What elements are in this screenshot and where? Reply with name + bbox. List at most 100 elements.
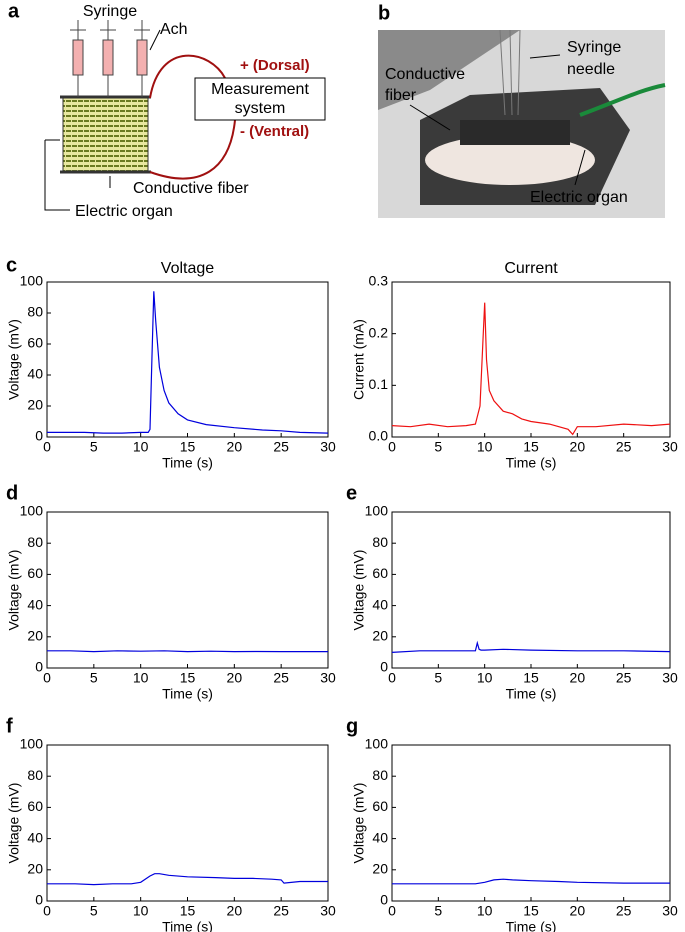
- plot-frame: [46, 281, 329, 438]
- photo-label: needle: [567, 61, 615, 78]
- y-tick-label: 20: [372, 628, 388, 644]
- photo-organ: [425, 135, 595, 185]
- plot-frame: [391, 281, 671, 438]
- y-axis-label: Current (mA): [351, 319, 367, 400]
- x-tick-label: 10: [477, 903, 493, 919]
- x-tick-label: 10: [133, 439, 149, 455]
- y-tick-label: 60: [372, 565, 388, 581]
- x-tick-label: 15: [180, 439, 196, 455]
- data-line: [391, 640, 671, 653]
- x-axis-label: Time (s): [506, 919, 557, 932]
- y-tick-label: 40: [27, 829, 43, 845]
- y-tick-label: 0.1: [369, 376, 389, 392]
- panel-label: c: [6, 254, 17, 276]
- y-tick-label: 100: [20, 503, 44, 519]
- y-tick-label: 20: [27, 861, 43, 877]
- panel-label: d: [6, 482, 18, 504]
- x-tick-label: 25: [273, 670, 289, 686]
- y-tick-label: 100: [365, 503, 389, 519]
- photo: Syringe needle Conductive fiber Electric…: [378, 29, 666, 218]
- photo-label: Conductive: [385, 66, 465, 83]
- chart-title: Current: [504, 260, 558, 277]
- plot-frame: [46, 511, 329, 669]
- x-tick-label: 20: [227, 903, 243, 919]
- box-label: Measurement: [211, 81, 309, 98]
- x-tick-label: 25: [616, 670, 632, 686]
- x-tick-label: 20: [570, 670, 586, 686]
- x-tick-label: 5: [434, 670, 442, 686]
- x-tick-label: 25: [616, 903, 632, 919]
- y-tick-label: 100: [365, 736, 389, 752]
- organ-label: Electric organ: [75, 203, 173, 220]
- electric-organ-block: [62, 96, 149, 173]
- x-tick-label: 30: [662, 670, 678, 686]
- y-tick-label: 60: [27, 798, 43, 814]
- x-tick-label: 0: [43, 439, 51, 455]
- x-tick-label: 15: [523, 670, 539, 686]
- x-tick-label: 15: [180, 903, 196, 919]
- x-tick-label: 10: [477, 670, 493, 686]
- y-tick-label: 0.3: [369, 273, 389, 289]
- data-line: [47, 291, 329, 434]
- y-tick-label: 60: [27, 565, 43, 581]
- measurement-box: [194, 77, 326, 121]
- y-tick-label: 40: [372, 829, 388, 845]
- photo-label: Electric organ: [530, 189, 628, 206]
- x-axis-label: Time (s): [162, 455, 213, 471]
- x-tick-label: 20: [227, 439, 243, 455]
- y-tick-label: 20: [27, 628, 43, 644]
- x-tick-label: 15: [523, 903, 539, 919]
- data-line: [47, 650, 328, 653]
- y-tick-label: 60: [27, 335, 43, 351]
- x-tick-label: 10: [133, 670, 149, 686]
- y-tick-label: 80: [27, 534, 43, 550]
- box-label: system: [235, 100, 286, 117]
- y-tick-label: 0: [35, 428, 43, 444]
- panel-label: f: [6, 715, 13, 737]
- y-axis-label: Voltage (mV): [6, 550, 22, 631]
- syringe-label: Syringe: [83, 3, 137, 20]
- x-tick-label: 0: [388, 439, 396, 455]
- syringes: [70, 20, 150, 97]
- y-tick-label: 20: [27, 397, 43, 413]
- x-tick-label: 20: [570, 439, 586, 455]
- ventral-wire: [149, 119, 236, 180]
- y-tick-label: 100: [20, 273, 44, 289]
- panel-label: g: [346, 715, 358, 737]
- y-tick-label: 0: [380, 659, 388, 675]
- x-tick-label: 15: [180, 670, 196, 686]
- x-axis-label: Time (s): [506, 455, 557, 471]
- x-tick-label: 20: [227, 670, 243, 686]
- y-axis-label: Voltage (mV): [351, 550, 367, 631]
- y-tick-label: 100: [20, 736, 44, 752]
- x-tick-label: 0: [388, 670, 396, 686]
- x-tick-label: 5: [434, 903, 442, 919]
- photo-pointers: [409, 54, 586, 186]
- x-tick-label: 30: [320, 439, 336, 455]
- photo-electrode: [460, 120, 570, 145]
- data-line: [392, 878, 670, 885]
- pointer-lines: [44, 29, 161, 211]
- photo-clip-wire: [579, 83, 666, 117]
- panel-label: a: [8, 0, 20, 22]
- plot-frame: [46, 744, 329, 902]
- plot-frame: [391, 744, 671, 902]
- y-tick-label: 60: [372, 798, 388, 814]
- y-tick-label: 40: [372, 596, 388, 612]
- x-tick-label: 0: [43, 670, 51, 686]
- dorsal-wire: [149, 54, 226, 99]
- x-tick-label: 15: [523, 439, 539, 455]
- photo-needles: [499, 29, 521, 116]
- x-axis-label: Time (s): [162, 686, 213, 702]
- x-tick-label: 30: [320, 670, 336, 686]
- plot-frame: [391, 511, 671, 669]
- y-tick-label: 80: [27, 304, 43, 320]
- ventral-label: - (Ventral): [240, 123, 309, 140]
- panel-label: b: [378, 2, 390, 24]
- x-tick-label: 30: [662, 439, 678, 455]
- y-tick-label: 40: [27, 596, 43, 612]
- y-tick-label: 0: [35, 892, 43, 908]
- x-axis-label: Time (s): [162, 919, 213, 932]
- x-tick-label: 5: [90, 670, 98, 686]
